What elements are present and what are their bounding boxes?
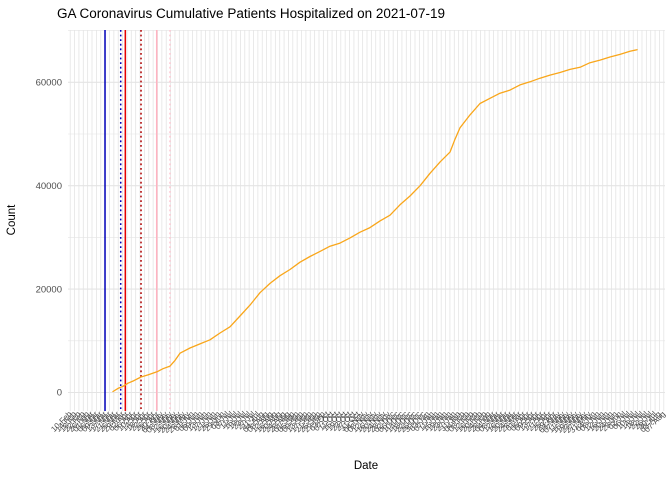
y-tick-label: 0: [57, 388, 62, 399]
y-tick-label: 60000: [36, 78, 62, 89]
event-lines-layer: [104, 30, 171, 411]
series-layer: [112, 49, 638, 393]
axis-layer: 10-Feb14-Feb18-Feb22-Feb26-Feb01-Mar05-M…: [36, 78, 668, 435]
y-axis-title: Count: [6, 204, 18, 235]
y-tick-label: 20000: [36, 284, 62, 295]
chart-title: GA Coronavirus Cumulative Patients Hospi…: [57, 6, 445, 21]
series-line-cumulative-patients-hospitalized: [112, 49, 638, 393]
x-axis-title: Date: [354, 460, 378, 472]
grid-layer: [68, 30, 665, 411]
y-tick-label: 40000: [36, 181, 62, 192]
